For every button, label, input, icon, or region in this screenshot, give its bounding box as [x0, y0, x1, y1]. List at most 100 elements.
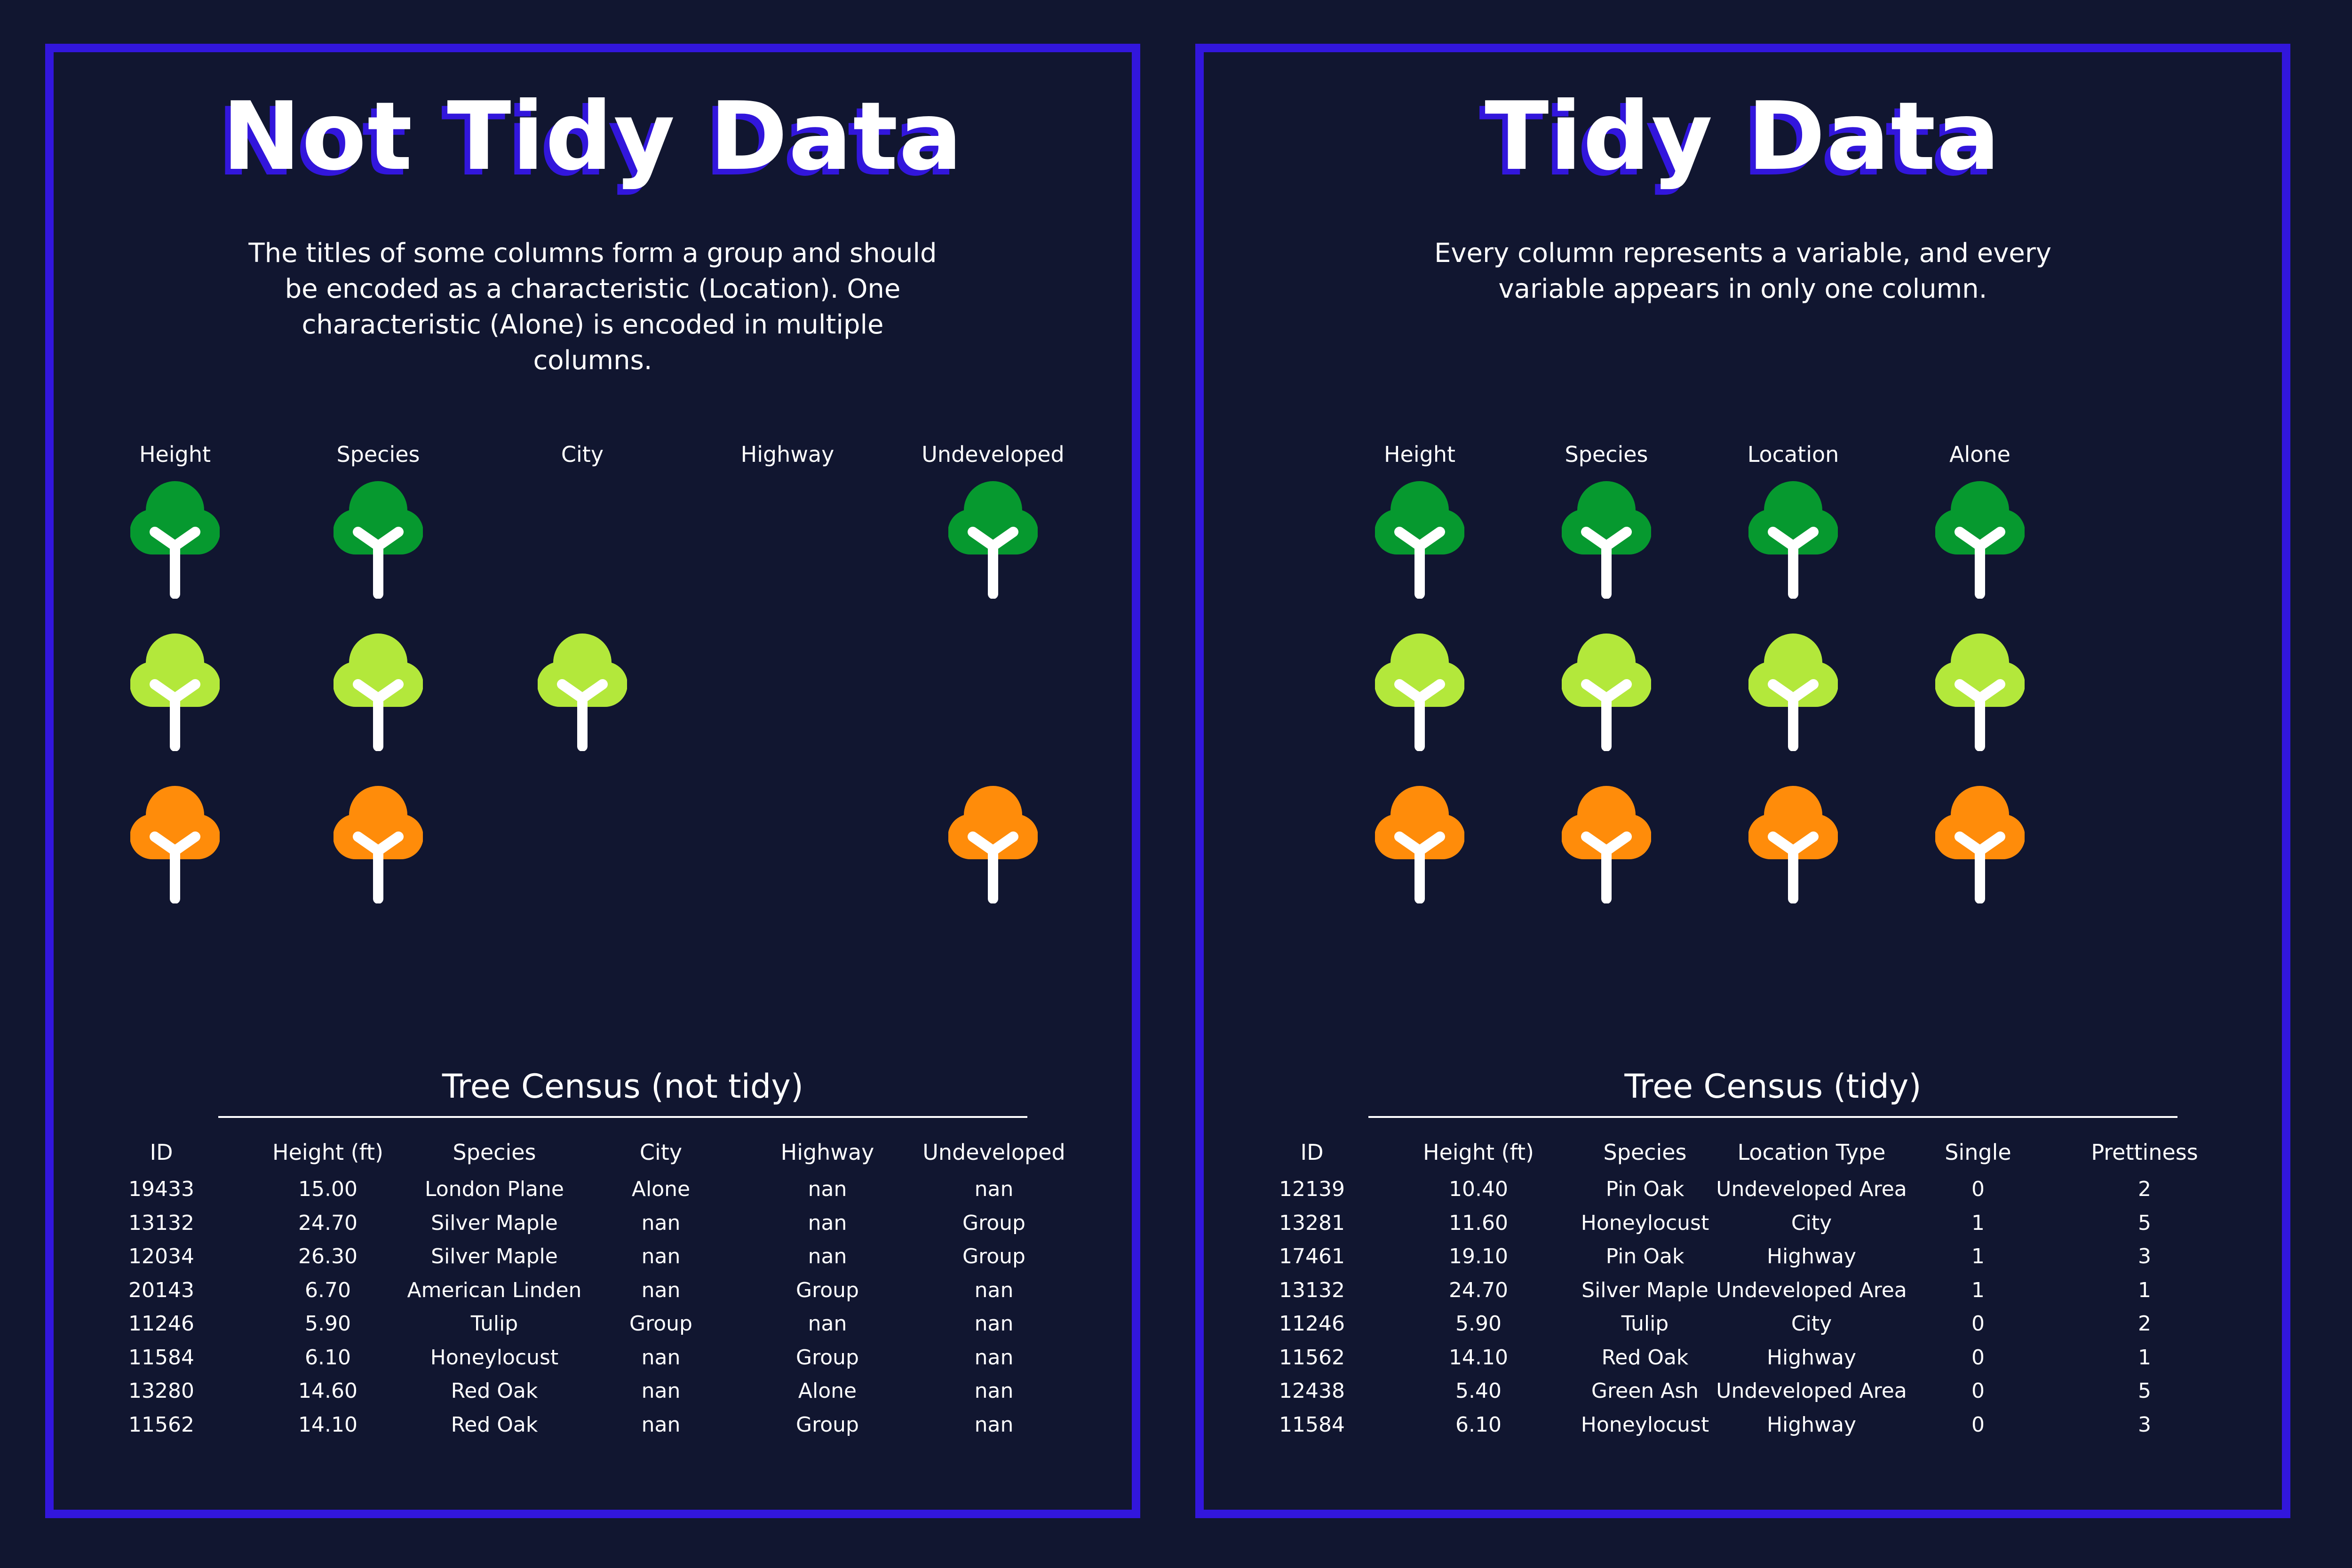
table-cell: Undeveloped Area: [1716, 1177, 1907, 1201]
table-cell: Red Oak: [451, 1412, 538, 1437]
table-cell: 15.00: [298, 1177, 358, 1201]
table-cell: 1: [2138, 1278, 2151, 1302]
not-tidy-table-rule: [218, 1116, 1027, 1118]
tidy-title: Tidy Data: [1485, 82, 2001, 191]
table-cell: Undeveloped Area: [1716, 1379, 1907, 1403]
tree-icon: [334, 476, 423, 599]
table-cell: nan: [808, 1244, 847, 1268]
table-cell: Honeylocust: [1581, 1211, 1709, 1235]
table-cell: Red Oak: [1601, 1345, 1689, 1370]
table-cell: 5: [2138, 1379, 2151, 1403]
table-cell: 26.30: [298, 1244, 358, 1268]
tree-icon: [1562, 781, 1651, 903]
table-cell: Silver Maple: [431, 1244, 558, 1268]
table-header-cell: Highway: [780, 1140, 874, 1165]
tree-icon: [334, 629, 423, 751]
not-tidy-title: Not Tidy Data: [222, 82, 963, 191]
table-cell: nan: [974, 1278, 1014, 1302]
tree-icon: [1748, 629, 1838, 751]
table-cell: 11562: [1279, 1345, 1345, 1370]
tree-icon: [334, 781, 423, 903]
table-cell: Highway: [1766, 1244, 1857, 1268]
table-cell: Pin Oak: [1605, 1244, 1685, 1268]
table-cell: 6.70: [305, 1278, 351, 1302]
table-cell: Tulip: [470, 1312, 518, 1336]
tidy-table-title: Tree Census (tidy): [1624, 1067, 1922, 1106]
table-cell: 11584: [128, 1345, 194, 1370]
not-tidy-description: The titles of some columns form a group …: [248, 238, 937, 376]
table-header-cell: Single: [1945, 1140, 2011, 1165]
table-cell: 6.10: [305, 1345, 351, 1370]
tree-icon: [130, 476, 220, 599]
table-cell: 10.40: [1449, 1177, 1508, 1201]
table-cell: 13280: [128, 1379, 194, 1403]
table-cell: 12034: [128, 1244, 194, 1268]
tree-icon: [1748, 781, 1838, 903]
table-cell: 17461: [1279, 1244, 1345, 1268]
table-cell: nan: [641, 1345, 681, 1370]
table-cell: Group: [629, 1312, 692, 1336]
table-cell: 3: [2138, 1244, 2151, 1268]
tree-icon: [1562, 629, 1651, 751]
not-tidy-column-label: Species: [336, 442, 420, 467]
table-cell: 11246: [128, 1312, 194, 1336]
table-cell: 5.90: [305, 1312, 351, 1336]
not-tidy-panel: Not Tidy Data The titles of some columns…: [45, 44, 1140, 1518]
tree-icon: [1935, 476, 2025, 599]
table-cell: 19433: [128, 1177, 194, 1201]
table-cell: American Linden: [407, 1278, 582, 1302]
table-cell: nan: [641, 1244, 681, 1268]
table-cell: 14.60: [298, 1379, 358, 1403]
table-cell: 19.10: [1449, 1244, 1508, 1268]
tree-icon: [130, 629, 220, 751]
table-cell: 14.10: [1449, 1345, 1508, 1370]
tidy-column-label: Species: [1565, 442, 1648, 467]
table-cell: London Plane: [425, 1177, 564, 1201]
tree-icon: [948, 781, 1038, 903]
not-tidy-column-label: Height: [139, 442, 211, 467]
table-header-cell: Height (ft): [1423, 1140, 1534, 1165]
table-cell: 1: [2138, 1345, 2151, 1370]
table-header-cell: ID: [1300, 1140, 1324, 1165]
table-cell: 5.40: [1455, 1379, 1502, 1403]
table-cell: 11246: [1279, 1312, 1345, 1336]
table-cell: 2: [2138, 1177, 2151, 1201]
table-cell: 24.70: [298, 1211, 358, 1235]
tidy-column-label: Alone: [1949, 442, 2010, 467]
table-cell: nan: [641, 1412, 681, 1437]
table-cell: Red Oak: [451, 1379, 538, 1403]
table-cell: Alone: [798, 1379, 857, 1403]
table-cell: nan: [974, 1379, 1014, 1403]
table-cell: 20143: [128, 1278, 194, 1302]
table-cell: 11562: [128, 1412, 194, 1437]
table-cell: City: [1791, 1312, 1832, 1336]
table-cell: nan: [974, 1345, 1014, 1370]
table-cell: Highway: [1766, 1345, 1857, 1370]
table-cell: Group: [796, 1345, 859, 1370]
not-tidy-column-label: City: [561, 442, 604, 467]
tree-icon: [130, 781, 220, 903]
table-cell: 13132: [128, 1211, 194, 1235]
table-cell: Alone: [631, 1177, 691, 1201]
not-tidy-column-label: Highway: [740, 442, 834, 467]
table-cell: Honeylocust: [430, 1345, 559, 1370]
tidy-panel: Tidy Data Every column represents a vari…: [1195, 44, 2290, 1518]
table-cell: nan: [808, 1177, 847, 1201]
table-cell: Highway: [1766, 1412, 1857, 1437]
table-header-cell: ID: [150, 1140, 173, 1165]
table-cell: 6.10: [1455, 1412, 1502, 1437]
table-cell: 12139: [1279, 1177, 1345, 1201]
tree-icon: [1935, 629, 2025, 751]
table-cell: Group: [962, 1211, 1025, 1235]
tree-icon: [948, 476, 1038, 599]
table-cell: 12438: [1279, 1379, 1345, 1403]
table-cell: nan: [808, 1312, 847, 1336]
table-cell: 13281: [1279, 1211, 1345, 1235]
tidy-column-label: Height: [1383, 442, 1456, 467]
table-cell: 5.90: [1455, 1312, 1502, 1336]
not-tidy-table-title: Tree Census (not tidy): [442, 1067, 804, 1106]
table-cell: City: [1791, 1211, 1832, 1235]
table-cell: Silver Maple: [431, 1211, 558, 1235]
tree-icon: [1375, 781, 1464, 903]
table-cell: Tulip: [1621, 1312, 1669, 1336]
